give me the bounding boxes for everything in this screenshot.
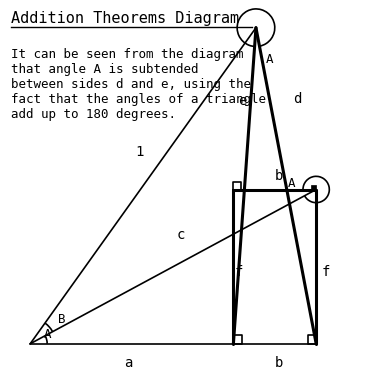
Text: c: c (177, 228, 185, 242)
Text: A: A (265, 53, 273, 66)
Text: b: b (274, 169, 283, 183)
Text: B: B (58, 313, 66, 326)
Text: 1: 1 (135, 145, 144, 159)
Text: e: e (238, 94, 247, 108)
Text: b: b (274, 356, 283, 370)
Text: A: A (288, 177, 295, 190)
Text: d: d (293, 92, 301, 106)
Text: It can be seen from the diagram
that angle A is subtended
between sides d and e,: It can be seen from the diagram that ang… (12, 49, 266, 121)
Polygon shape (311, 185, 316, 190)
Text: A: A (43, 328, 51, 341)
Text: a: a (124, 356, 132, 370)
Text: f: f (321, 265, 330, 279)
Text: f: f (235, 265, 243, 279)
Text: Addition Theorems Diagram: Addition Theorems Diagram (12, 11, 240, 26)
